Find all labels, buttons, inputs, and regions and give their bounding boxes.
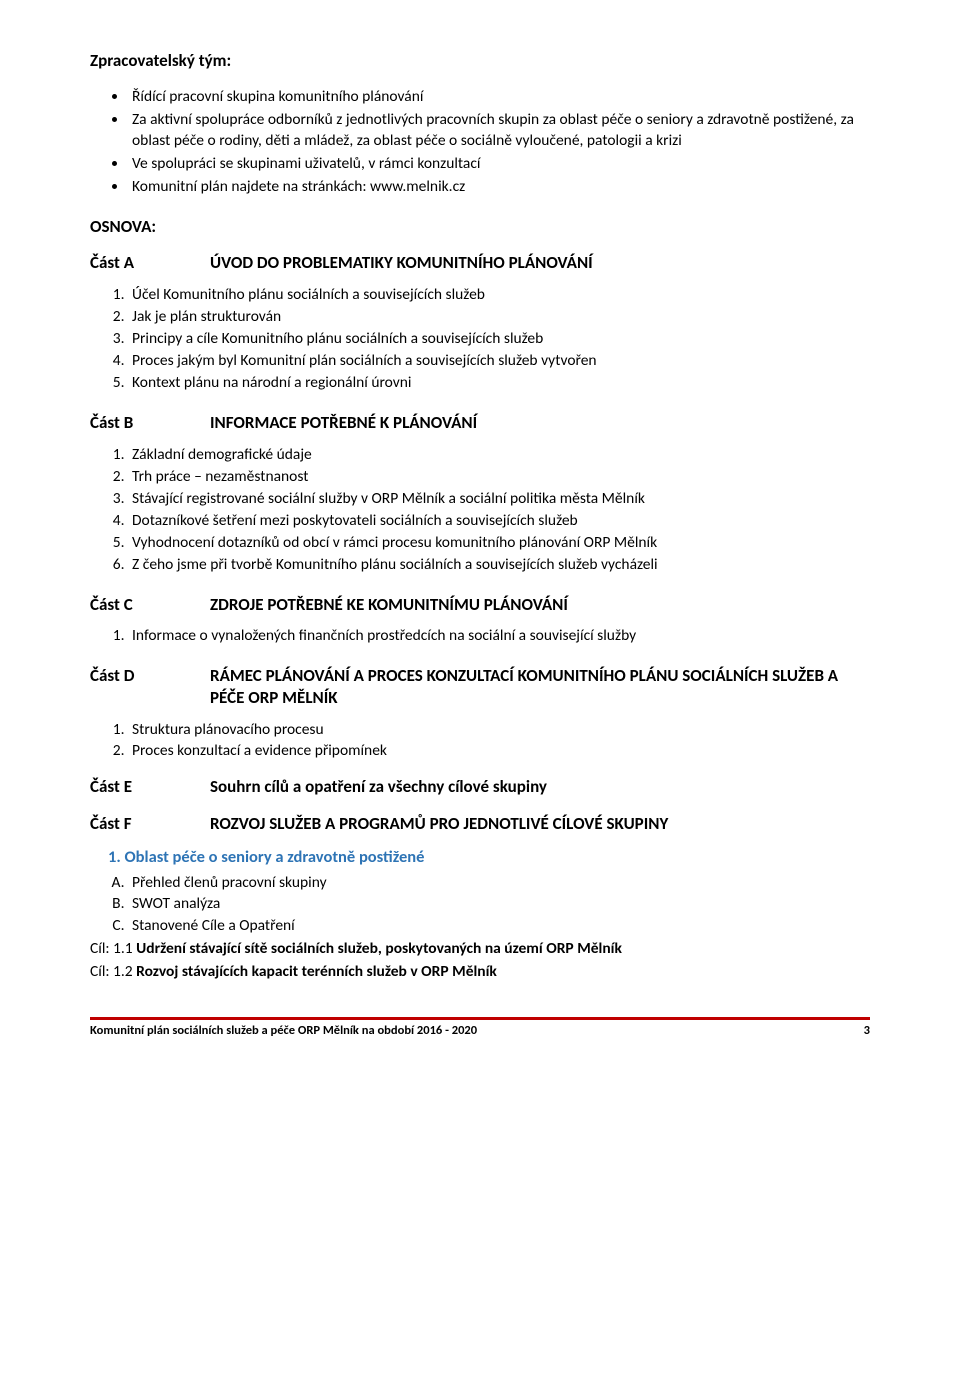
part-f-letters: Přehled členů pracovní skupiny SWOT anal… [128,873,870,938]
team-heading: Zpracovatelský tým: [90,50,870,73]
part-a-header: Část A ÚVOD DO PROBLEMATIKY KOMUNITNÍHO … [90,252,870,275]
list-item: Stanovené Cíle a Opatření [128,916,870,937]
blue-section-heading: 1. Oblast péče o seniory a zdravotně pos… [108,846,870,868]
list-item: Informace o vynaložených finančních pros… [128,626,870,647]
list-item: SWOT analýza [128,894,870,915]
cil-line-2: Cíl: 1.2 Rozvoj stávajících kapacit teré… [90,962,870,983]
list-item: Stávající registrované sociální služby v… [128,489,870,510]
list-item: Z čeho jsme při tvorbě Komunitního plánu… [128,555,870,576]
part-label: Část F [90,813,210,836]
list-item: Základní demografické údaje [128,445,870,466]
part-d-header: Část D RÁMEC PLÁNOVÁNÍ A PROCES KONZULTA… [90,665,870,709]
part-label: Část A [90,252,210,275]
part-title: INFORMACE POTŘEBNÉ K PLÁNOVÁNÍ [210,412,477,435]
cil-prefix: Cíl: 1.2 [90,962,136,981]
part-label: Část E [90,776,210,799]
cil-text: Udržení stávající sítě sociálních služeb… [136,939,622,958]
part-title: ZDROJE POTŘEBNÉ KE KOMUNITNÍMU PLÁNOVÁNÍ [210,594,568,617]
list-item: Proces konzultací a evidence připomínek [128,741,870,762]
part-title: ÚVOD DO PROBLEMATIKY KOMUNITNÍHO PLÁNOVÁ… [210,252,593,275]
page-footer: Komunitní plán sociálních služeb a péče … [90,1017,870,1040]
part-d-list: Struktura plánovacího procesu Proces kon… [128,720,870,763]
list-item: Trh práce – nezaměstnanost [128,467,870,488]
list-item: Účel Komunitního plánu sociálních a souv… [128,285,870,306]
list-item: Kontext plánu na národní a regionální úr… [128,373,870,394]
list-item: Principy a cíle Komunitního plánu sociál… [128,329,870,350]
team-bullet-list: Řídící pracovní skupina komunitního plán… [128,87,870,198]
list-item: Jak je plán strukturován [128,307,870,328]
osnova-heading: OSNOVA: [90,216,870,239]
part-e-header: Část E Souhrn cílů a opatření za všechny… [90,776,870,799]
list-item: Řídící pracovní skupina komunitního plán… [128,87,870,108]
part-c-list: Informace o vynaložených finančních pros… [128,626,870,647]
part-title: Souhrn cílů a opatření za všechny cílové… [210,776,547,799]
cil-line-1: Cíl: 1.1 Udržení stávající sítě sociální… [90,939,870,960]
part-f-header: Část F ROZVOJ SLUŽEB A PROGRAMŮ PRO JEDN… [90,813,870,836]
part-b-header: Část B INFORMACE POTŘEBNÉ K PLÁNOVÁNÍ [90,412,870,435]
list-item: Proces jakým byl Komunitní plán sociální… [128,351,870,372]
part-b-list: Základní demografické údaje Trh práce – … [128,445,870,576]
part-a-list: Účel Komunitního plánu sociálních a souv… [128,285,870,394]
part-label: Část D [90,665,210,688]
part-title: ROZVOJ SLUŽEB A PROGRAMŮ PRO JEDNOTLIVÉ … [210,813,668,836]
list-item: Struktura plánovacího procesu [128,720,870,741]
list-item: Dotazníkové šetření mezi poskytovateli s… [128,511,870,532]
list-item: Vyhodnocení dotazníků od obcí v rámci pr… [128,533,870,554]
part-c-header: Část C ZDROJE POTŘEBNÉ KE KOMUNITNÍMU PL… [90,594,870,617]
cil-prefix: Cíl: 1.1 [90,939,136,958]
footer-divider [90,1017,870,1020]
cil-text: Rozvoj stávajících kapacit terénních slu… [136,962,497,981]
page-number: 3 [864,1023,870,1040]
part-label: Část B [90,412,210,435]
part-title: RÁMEC PLÁNOVÁNÍ A PROCES KONZULTACÍ KOMU… [210,665,870,709]
list-item: Přehled členů pracovní skupiny [128,873,870,894]
list-item: Komunitní plán najdete na stránkách: www… [128,177,870,198]
footer-left-text: Komunitní plán sociálních služeb a péče … [90,1023,477,1040]
list-item: Ve spolupráci se skupinami uživatelů, v … [128,154,870,175]
list-item: Za aktivní spolupráce odborníků z jednot… [128,110,870,152]
part-label: Část C [90,594,210,617]
